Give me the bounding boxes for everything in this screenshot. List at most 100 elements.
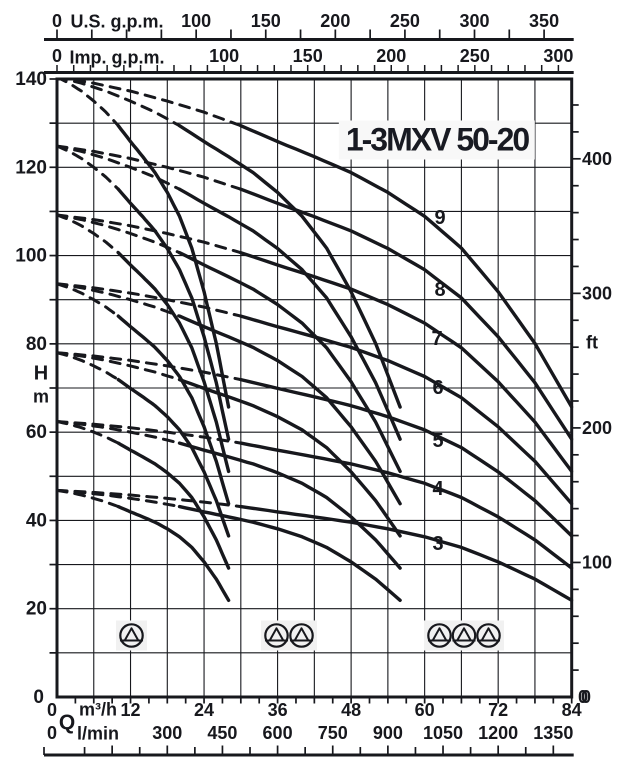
head-ft-tick-label: 0	[581, 687, 591, 707]
us-gpm-tick-label: 350	[529, 11, 559, 31]
head-ft-tick-label: 200	[582, 418, 612, 438]
flow-lmin-tick-label: 900	[373, 723, 403, 743]
curve-6-stages-1-pumps-dashed	[55, 282, 120, 318]
curve-9-stages-1-pumps-dashed	[55, 77, 120, 128]
imp-gpm-tick-label: 150	[293, 46, 323, 66]
flow-lmin-tick-label: 600	[263, 723, 293, 743]
curve-5-stages-3-pumps-solid	[239, 377, 574, 538]
curve-6-stages-2-pumps-solid	[177, 314, 402, 506]
flow-m3h-tick-label: 72	[488, 700, 508, 720]
curve-5-stages-2-pumps-solid	[177, 377, 402, 538]
us-gpm-tick-label: 150	[251, 11, 281, 31]
imp-gpm-tick-label: 0	[52, 46, 62, 66]
us-gpm-axis-label: U.S. g.p.m.	[70, 11, 164, 32]
curve-6-stages-3-pumps-solid	[239, 314, 574, 506]
curve-7-stages-3-pumps-solid	[239, 251, 574, 474]
curve-9-stages-3-pumps-dashed	[55, 77, 243, 128]
curve-3-stages-1-pumps-solid	[116, 504, 231, 602]
curve-8-stages-1-pumps-dashed	[55, 144, 120, 191]
head-ft-tick-label: 400	[582, 149, 612, 169]
head-m-tick-label: 80	[26, 334, 47, 355]
head-m-tick-label: 0	[33, 687, 44, 708]
flow-lmin-tick-label: 1350	[533, 723, 573, 743]
curve-5-stages-1-pumps-dashed	[55, 351, 120, 382]
flow-lmin-tick-label: 1050	[423, 723, 463, 743]
curve-5-stages-1-pumps-solid	[116, 377, 231, 538]
curve-8-stages-1-pumps-solid	[116, 187, 231, 441]
us-gpm-tick-label: 200	[320, 11, 350, 31]
curve-9-stages-2-pumps-dashed	[55, 77, 181, 128]
pump-icon	[289, 623, 314, 648]
curve-4-stages-1-pumps-solid	[116, 441, 231, 570]
curve-8-stages-2-pumps-solid	[177, 187, 402, 441]
curve-3-stages-3-pumps-solid	[239, 504, 574, 602]
flow-axis-letter: Q	[58, 711, 76, 734]
imp-gpm-tick-label: 200	[376, 46, 406, 66]
curve-3-stages-1-pumps-dashed	[55, 488, 120, 509]
flow-m3h-tick-label: 24	[194, 700, 214, 720]
imp-gpm-tick-label: 250	[460, 46, 490, 66]
pump-icon	[427, 623, 452, 648]
curve-7-stages-3-pumps-dashed	[55, 213, 243, 255]
imp-gpm-axis-label: Imp. g.p.m.	[69, 47, 165, 68]
flow-lmin-tick-label: 750	[318, 723, 348, 743]
flow-axis-unit-lmin: l/min	[76, 723, 120, 744]
plot-border	[55, 77, 574, 699]
imp-gpm-tick-label: 100	[209, 46, 239, 66]
curve-label-8: 8	[434, 279, 445, 301]
curve-4-stages-3-pumps-dashed	[55, 420, 243, 445]
flow-m3h-tick-label: 36	[268, 700, 288, 720]
curve-5-stages-3-pumps-dashed	[55, 351, 243, 382]
curve-4-stages-3-pumps-solid	[239, 441, 574, 570]
flow-lmin-tick-label: 300	[152, 723, 182, 743]
curve-6-stages-1-pumps-solid	[116, 314, 231, 506]
chart-title: 1-3MXV 50-20	[338, 120, 536, 160]
pump-icon	[476, 623, 501, 648]
flow-m3h-tick-label: 12	[121, 700, 141, 720]
head-ft-tick-label: 100	[582, 552, 612, 572]
curve-9-stages-1-pumps-solid	[116, 124, 231, 409]
flow-m3h-tick-label: 48	[341, 700, 361, 720]
us-gpm-tick-label: 300	[459, 11, 489, 31]
curve-label-6: 6	[432, 377, 443, 399]
head-axis-unit-ft: ft	[586, 332, 598, 353]
curve-9-stages-3-pumps-solid	[239, 124, 574, 409]
curve-label-3: 3	[432, 533, 443, 555]
head-m-tick-label: 120	[15, 157, 47, 178]
us-gpm-tick-label: 250	[390, 11, 420, 31]
head-ft-zero-label: 0	[578, 687, 588, 707]
head-m-tick-label: 20	[26, 599, 47, 620]
curve-3-stages-3-pumps-dashed	[55, 488, 243, 509]
curve-label-4: 4	[432, 478, 444, 500]
pump-icon	[451, 623, 477, 648]
head-m-tick-label: 60	[26, 422, 47, 443]
us-gpm-tick-label: 0	[52, 11, 62, 31]
curve-6-stages-3-pumps-dashed	[55, 282, 243, 318]
curve-label-9: 9	[434, 207, 445, 229]
curve-9-stages-2-pumps-solid	[177, 124, 402, 409]
pump-icon	[119, 623, 144, 648]
curve-4-stages-2-pumps-solid	[177, 441, 402, 570]
flow-axis-unit-m3h: m³/h	[79, 699, 117, 720]
curve-3-stages-2-pumps-solid	[177, 504, 402, 602]
head-m-tick-label: 140	[15, 69, 47, 90]
imp-gpm-tick-label: 300	[543, 46, 573, 66]
flow-lmin-tick-label: 1200	[478, 723, 518, 743]
head-m-tick-label: 100	[15, 246, 47, 267]
pump-group-2-background	[261, 620, 317, 651]
head-ft-tick-label: 300	[582, 283, 612, 303]
flow-lmin-tick-label: 0	[47, 723, 57, 743]
flow-m3h-tick-label: 0	[47, 700, 57, 720]
flow-lmin-tick-label: 450	[207, 723, 237, 743]
head-axis-unit-m: m	[32, 386, 50, 407]
curve-label-7: 7	[431, 328, 442, 350]
curve-7-stages-1-pumps-solid	[116, 251, 231, 474]
flow-m3h-tick-label: 84	[562, 700, 582, 720]
pump-icon	[264, 623, 289, 648]
curve-7-stages-1-pumps-dashed	[55, 213, 120, 255]
flow-m3h-tick-label: 60	[415, 700, 435, 720]
curve-label-5: 5	[432, 430, 443, 452]
us-gpm-tick-label: 100	[181, 11, 211, 31]
